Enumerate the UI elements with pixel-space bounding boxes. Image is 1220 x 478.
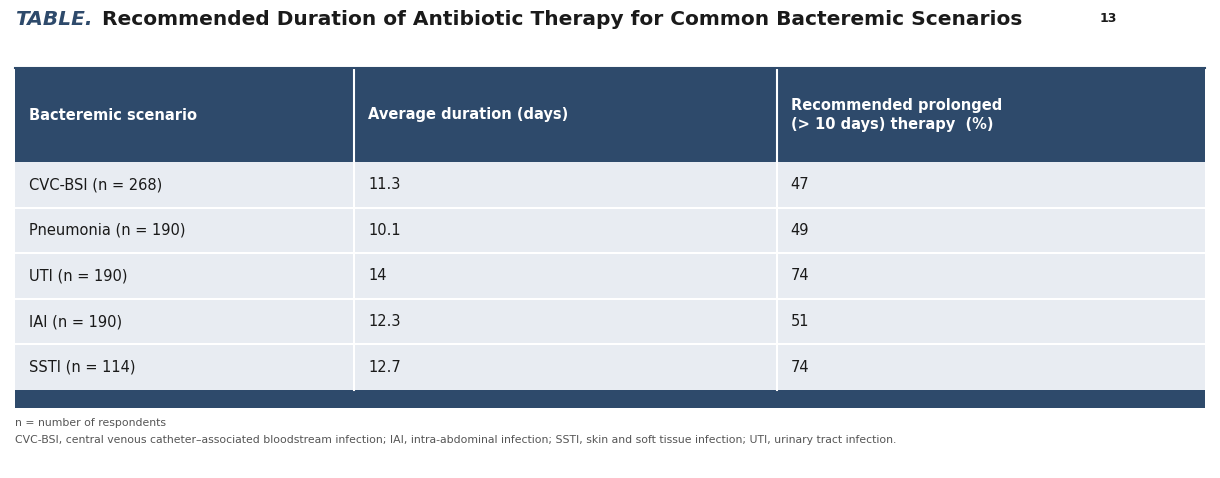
Text: 51: 51 bbox=[791, 314, 809, 329]
Text: 11.3: 11.3 bbox=[368, 177, 400, 192]
Text: CVC-BSI (n = 268): CVC-BSI (n = 268) bbox=[29, 177, 162, 192]
Bar bbox=[15, 299, 1205, 345]
Text: 14: 14 bbox=[368, 269, 387, 283]
Text: 49: 49 bbox=[791, 223, 809, 238]
Text: 74: 74 bbox=[791, 360, 809, 375]
Text: SSTI (n = 114): SSTI (n = 114) bbox=[29, 360, 135, 375]
Text: 47: 47 bbox=[791, 177, 809, 192]
Text: 74: 74 bbox=[791, 269, 809, 283]
Text: n = number of respondents: n = number of respondents bbox=[15, 418, 166, 428]
Bar bbox=[15, 253, 1205, 299]
Bar bbox=[15, 162, 1205, 207]
Text: 10.1: 10.1 bbox=[368, 223, 401, 238]
Text: IAI (n = 190): IAI (n = 190) bbox=[29, 314, 122, 329]
Text: 12.3: 12.3 bbox=[368, 314, 400, 329]
Bar bbox=[15, 390, 1205, 408]
Text: 13: 13 bbox=[1100, 12, 1118, 25]
Text: CVC-BSI, central venous catheter–associated bloodstream infection; IAI, intra-ab: CVC-BSI, central venous catheter–associa… bbox=[15, 435, 897, 445]
Text: 12.7: 12.7 bbox=[368, 360, 401, 375]
Text: Average duration (days): Average duration (days) bbox=[368, 108, 569, 122]
Text: TABLE.: TABLE. bbox=[15, 10, 93, 29]
Text: Recommended prolonged
(> 10 days) therapy  (%): Recommended prolonged (> 10 days) therap… bbox=[791, 98, 1002, 132]
Text: UTI (n = 190): UTI (n = 190) bbox=[29, 269, 128, 283]
Bar bbox=[15, 68, 1205, 162]
Text: Recommended Duration of Antibiotic Therapy for Common Bacteremic Scenarios: Recommended Duration of Antibiotic Thera… bbox=[95, 10, 1022, 29]
Bar bbox=[15, 345, 1205, 390]
Bar bbox=[15, 207, 1205, 253]
Text: Pneumonia (n = 190): Pneumonia (n = 190) bbox=[29, 223, 185, 238]
Text: Bacteremic scenario: Bacteremic scenario bbox=[29, 108, 196, 122]
